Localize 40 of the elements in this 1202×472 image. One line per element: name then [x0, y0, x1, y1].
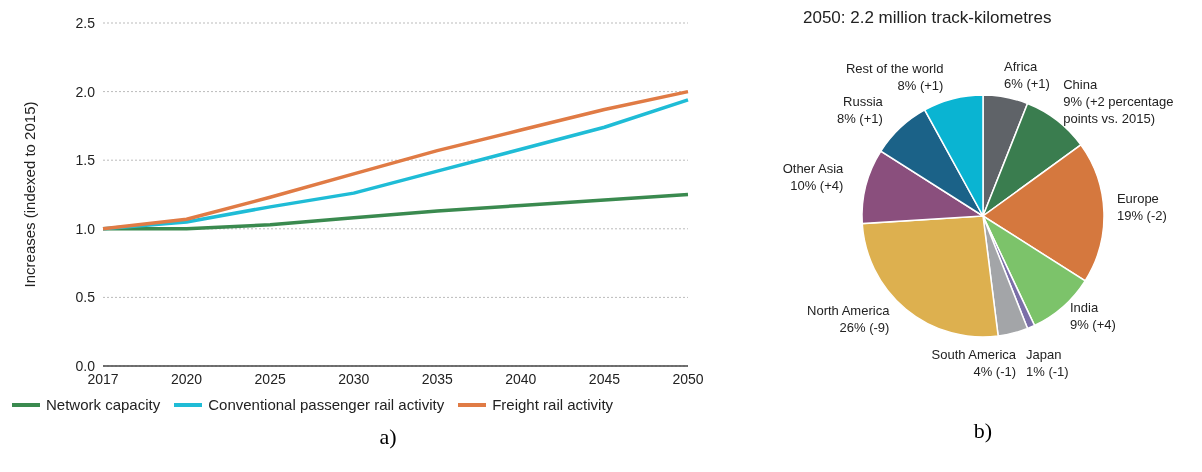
- legend-label: Conventional passenger rail activity: [208, 396, 445, 413]
- y-tick-label: 2.0: [75, 83, 96, 100]
- chart-title: 2050: 2.2 million track-kilometres: [802, 8, 1053, 29]
- legend-label: Network capacity: [46, 396, 161, 413]
- y-tick-label: 1.5: [75, 152, 96, 169]
- slice-label: Africa: [1004, 58, 1039, 74]
- slice-label: Europe: [1116, 191, 1159, 207]
- x-tick-label: 2040: [505, 370, 537, 387]
- slice-label: South America: [931, 346, 1017, 362]
- slice-label: China: [1063, 77, 1098, 93]
- x-tick-label: 2025: [254, 370, 286, 387]
- data-label: 1% (-1): [1026, 363, 1069, 379]
- y-tick-label: 0.5: [75, 289, 96, 306]
- legend-label: Freight rail activity: [492, 396, 614, 413]
- y-axis-title: Increases (indexed to 2015): [21, 101, 39, 288]
- data-label: 4% (-1): [973, 363, 1017, 379]
- data-label: 8% (+1): [836, 111, 883, 127]
- x-tick-label: 2030: [338, 370, 370, 387]
- slice-label: India: [1069, 299, 1099, 315]
- x-tick-label: 2050: [672, 370, 704, 387]
- x-tick-label: 2035: [421, 370, 454, 387]
- data-label: 8% (+1): [897, 77, 944, 93]
- x-tick-label: 2020: [170, 370, 203, 387]
- slice-label: North America: [807, 302, 891, 318]
- data-label: 26% (-9): [839, 319, 890, 335]
- data-label: 9% (+2 percentage points vs. 2015): [1063, 94, 1174, 127]
- y-tick-label: 1.0: [75, 220, 96, 237]
- slice-label: Japan: [1026, 346, 1062, 362]
- line-series: [101, 192, 690, 231]
- slice-label: Rest of the world: [845, 60, 944, 76]
- slice-label: Russia: [843, 94, 884, 110]
- x-tick-label: 2045: [588, 370, 621, 387]
- text: b): [972, 418, 994, 444]
- data-label: 9% (+4): [1069, 316, 1116, 332]
- data-label: 6% (+1): [1004, 75, 1050, 91]
- text: a): [378, 424, 398, 450]
- y-tick-label: 2.5: [75, 14, 96, 31]
- slice-label: Other Asia: [782, 160, 845, 176]
- data-label: 19% (-2): [1116, 208, 1167, 224]
- data-label: 10% (+4): [790, 177, 844, 193]
